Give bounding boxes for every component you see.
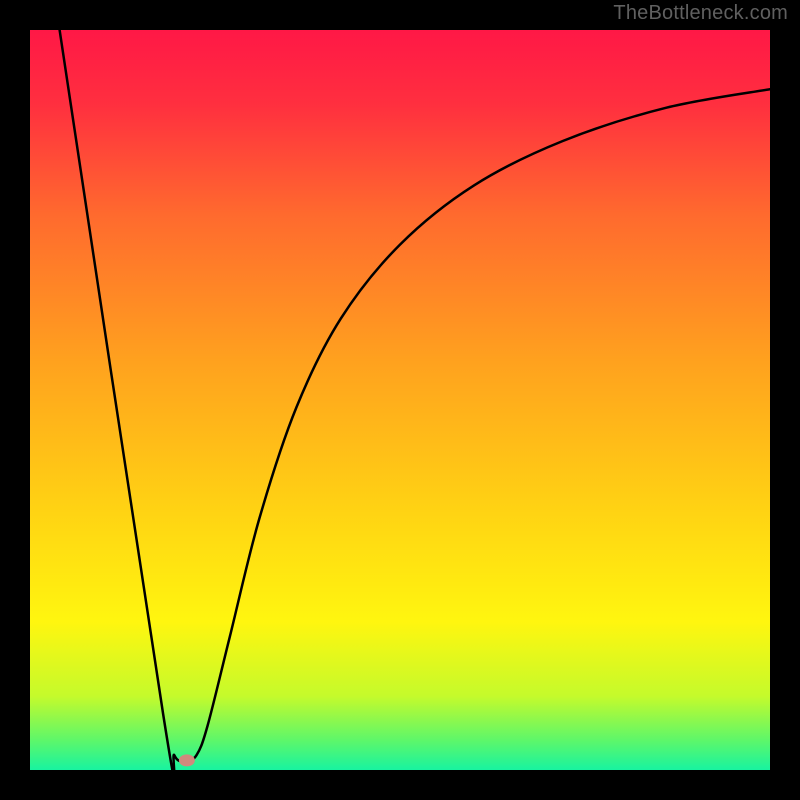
watermark-text: TheBottleneck.com [613,2,788,25]
bottleneck-curve-chart [30,30,770,770]
plot-area [30,30,770,770]
gradient-background [30,30,770,770]
optimal-point-marker [179,754,195,766]
chart-frame: TheBottleneck.com [0,0,800,800]
